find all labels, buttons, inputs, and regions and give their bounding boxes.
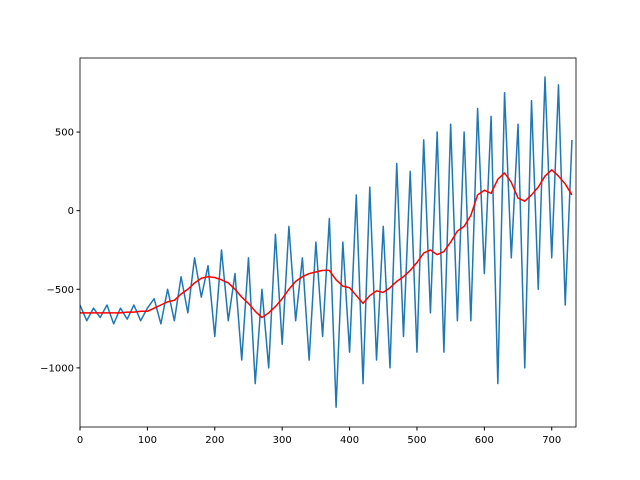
- y-tick-label: 0: [68, 206, 74, 217]
- y-tick-label: 500: [55, 128, 74, 139]
- data-line: [80, 76, 573, 408]
- x-tick-label: 500: [407, 435, 426, 446]
- x-tick-label: 300: [273, 435, 292, 446]
- x-tick-label: 700: [542, 435, 561, 446]
- y-tick-label: −500: [47, 285, 74, 296]
- x-tick-label: 100: [138, 435, 157, 446]
- plot-frame: [79, 57, 577, 428]
- data-line: [80, 169, 573, 319]
- x-tick-label: 200: [205, 435, 224, 446]
- x-tick-label: 400: [340, 435, 359, 446]
- x-tick-label: 600: [475, 435, 494, 446]
- x-tick-label: 0: [77, 435, 83, 446]
- y-tick-label: −1000: [40, 363, 74, 374]
